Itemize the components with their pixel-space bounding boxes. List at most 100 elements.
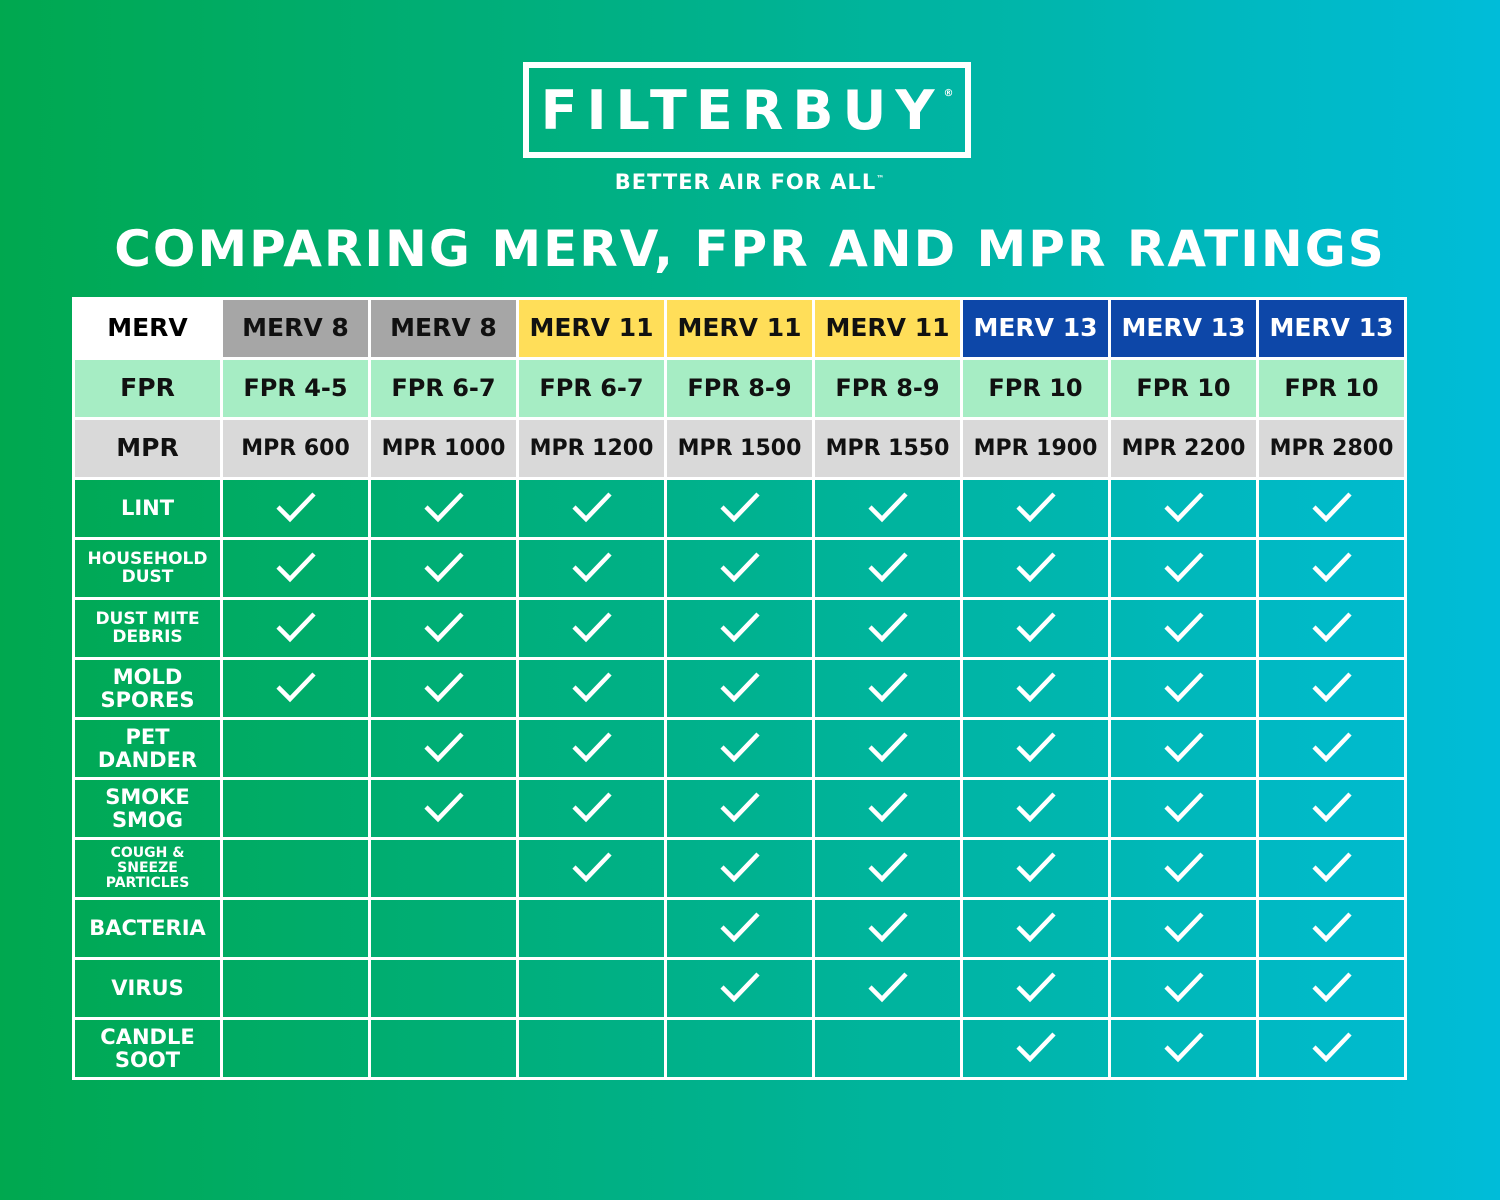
rating-cell: MERV 8 <box>368 297 519 360</box>
check-mark <box>719 852 760 882</box>
check-cell <box>812 477 963 540</box>
check-cell <box>812 1017 963 1080</box>
rating-cell: MPR 1000 <box>368 417 519 480</box>
check-cell <box>368 717 519 780</box>
check-stroke <box>571 492 612 522</box>
check-mark <box>1163 672 1204 702</box>
check-cell <box>1108 597 1259 660</box>
check-stroke <box>867 852 908 882</box>
check-cell <box>1256 537 1407 600</box>
check-stroke <box>1163 1032 1204 1062</box>
logo: FILTERBUY ® <box>523 62 971 158</box>
check-stroke <box>1015 492 1056 522</box>
check-cell <box>220 777 371 840</box>
check-stroke <box>1311 852 1352 882</box>
check-mark <box>423 792 464 822</box>
check-cell <box>1256 957 1407 1020</box>
check-mark <box>719 792 760 822</box>
check-stroke <box>867 732 908 762</box>
check-cell <box>1256 1017 1407 1080</box>
check-stroke <box>1163 792 1204 822</box>
check-cell <box>960 777 1111 840</box>
check-mark <box>423 672 464 702</box>
check-stroke <box>1311 1032 1352 1062</box>
rating-cell: FPR 8-9 <box>664 357 815 420</box>
check-mark <box>867 792 908 822</box>
check-stroke <box>1311 792 1352 822</box>
check-stroke <box>571 672 612 702</box>
check-cell <box>516 957 667 1020</box>
check-cell <box>516 717 667 780</box>
rating-cell: MPR 2200 <box>1108 417 1259 480</box>
check-mark <box>1311 972 1352 1002</box>
check-stroke <box>1311 912 1352 942</box>
row-label: MOLD SPORES <box>72 657 223 720</box>
check-mark <box>867 492 908 522</box>
check-cell <box>812 717 963 780</box>
check-stroke <box>867 552 908 582</box>
rating-cell: MPR 1500 <box>664 417 815 480</box>
rating-cell: FPR 10 <box>1256 357 1407 420</box>
comparison-table: MERV MERV 8 MERV 8 MERV 11 MERV 11 MERV 11 MER… <box>72 297 1407 1080</box>
check-mark <box>1311 492 1352 522</box>
check-stroke <box>1163 552 1204 582</box>
check-mark <box>867 912 908 942</box>
check-mark <box>1015 732 1056 762</box>
row-label: COUGH & SNEEZE PARTICLES <box>72 837 223 900</box>
rating-cell: MERV 13 <box>1256 297 1407 360</box>
check-cell <box>1108 537 1259 600</box>
check-cell <box>516 837 667 900</box>
logo-text: FILTERBUY <box>540 78 944 142</box>
contaminant-row: SMOKE SMOG <box>72 777 1407 840</box>
check-cell <box>220 837 371 900</box>
check-cell <box>812 837 963 900</box>
check-mark <box>1163 732 1204 762</box>
rating-row: MPR MPR 600 MPR 1000 MPR 1200 MPR 1500 MPR 15… <box>72 417 1407 480</box>
check-mark <box>571 792 612 822</box>
check-stroke <box>719 552 760 582</box>
contaminant-row: BACTERIA <box>72 897 1407 960</box>
rating-cell: MERV 11 <box>516 297 667 360</box>
check-cell <box>960 957 1111 1020</box>
check-mark <box>1311 732 1352 762</box>
check-cell <box>1256 597 1407 660</box>
check-cell <box>960 717 1111 780</box>
check-mark <box>1163 612 1204 642</box>
check-mark <box>1163 852 1204 882</box>
row-label: HOUSEHOLD DUST <box>72 537 223 600</box>
check-mark <box>275 672 316 702</box>
check-stroke <box>867 972 908 1002</box>
check-stroke <box>867 612 908 642</box>
check-mark <box>867 732 908 762</box>
rating-cell: MPR 2800 <box>1256 417 1407 480</box>
rating-cell: MERV 8 <box>220 297 371 360</box>
check-mark <box>1311 792 1352 822</box>
check-cell <box>1256 477 1407 540</box>
check-mark <box>423 492 464 522</box>
check-cell <box>368 597 519 660</box>
check-cell <box>960 897 1111 960</box>
tagline-text: BETTER AIR FOR ALL <box>614 170 877 194</box>
check-stroke <box>1311 672 1352 702</box>
check-cell <box>1108 477 1259 540</box>
rating-cell: FPR 4-5 <box>220 357 371 420</box>
check-mark <box>719 552 760 582</box>
check-stroke <box>1015 732 1056 762</box>
check-mark <box>571 732 612 762</box>
check-cell <box>368 897 519 960</box>
check-mark <box>719 492 760 522</box>
check-cell <box>812 897 963 960</box>
row-label: VIRUS <box>72 957 223 1020</box>
check-mark <box>1163 912 1204 942</box>
row-label: MPR <box>72 417 223 480</box>
check-cell <box>664 597 815 660</box>
check-cell <box>960 537 1111 600</box>
check-mark <box>1163 792 1204 822</box>
rating-row: FPR FPR 4-5 FPR 6-7 FPR 6-7 FPR 8-9 FPR 8-9 FP… <box>72 357 1407 420</box>
contaminant-row: PET DANDER <box>72 717 1407 780</box>
check-mark <box>1311 672 1352 702</box>
check-mark <box>275 612 316 642</box>
check-cell <box>1108 897 1259 960</box>
check-mark <box>571 492 612 522</box>
check-stroke <box>1311 552 1352 582</box>
